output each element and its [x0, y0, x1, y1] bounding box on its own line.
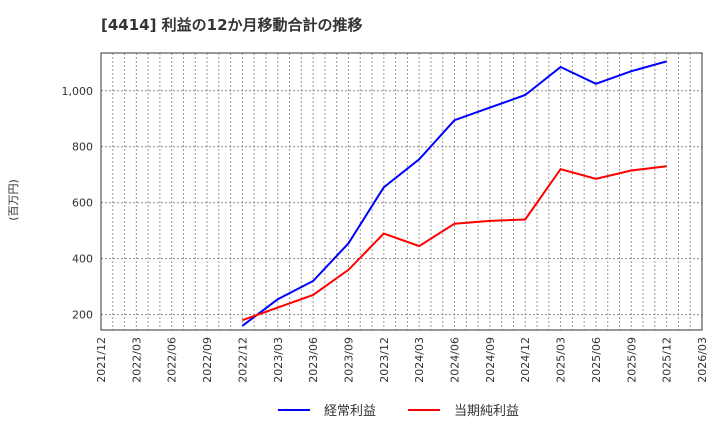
x-tick-label: 2022/09: [201, 337, 214, 383]
legend: 経常利益 当期純利益: [0, 400, 720, 430]
series-line: [241, 60, 667, 327]
x-tick-label: 2021/12: [95, 337, 108, 383]
y-tick-label: 800: [72, 141, 93, 154]
x-tick-label: 2022/06: [166, 337, 179, 383]
plot-frame: [100, 52, 703, 331]
y-tick-label: 400: [72, 253, 93, 266]
x-tick-label: 2023/12: [378, 337, 391, 383]
legend-item: 当期純利益: [408, 400, 519, 419]
y-axis-ticks: 200 400 600 800 1,000: [62, 85, 94, 322]
x-tick-label: 2025/12: [661, 337, 674, 383]
x-tick-label: 2022/03: [130, 337, 143, 383]
grid-lines: [101, 53, 702, 330]
x-tick-label: 2023/06: [307, 337, 320, 383]
legend-item: 経常利益: [278, 400, 376, 419]
x-tick-label: 2024/09: [484, 337, 497, 383]
x-tick-label: 2023/09: [342, 337, 355, 383]
x-axis-ticks: 2021/12 2022/03 2022/06 2022/09 2022/12 2023/…: [95, 337, 709, 383]
series-line: [242, 165, 667, 322]
x-tick-label: 2025/03: [555, 337, 568, 383]
x-tick-label: 2026/03: [696, 337, 709, 383]
chart-title: [4414] 利益の12か月移動合計の推移: [101, 16, 363, 34]
x-tick-label: 2025/06: [590, 337, 603, 383]
legend-swatch: [278, 408, 310, 411]
x-tick-label: 2024/06: [449, 337, 462, 383]
x-tick-label: 2024/03: [413, 337, 426, 383]
legend-label: 当期純利益: [454, 404, 520, 419]
y-tick-label: 600: [72, 197, 93, 210]
y-axis-label: (百万円): [7, 179, 20, 221]
x-tick-label: 2024/12: [519, 337, 532, 383]
x-tick-label: 2025/09: [625, 337, 638, 383]
y-tick-label: 200: [72, 309, 93, 322]
series-lines: [241, 60, 667, 327]
x-tick-label: 2023/03: [272, 337, 285, 383]
legend-swatch: [408, 408, 440, 411]
y-tick-label: 1,000: [62, 85, 94, 98]
x-tick-label: 2022/12: [236, 337, 249, 383]
legend-label: 経常利益: [324, 404, 377, 419]
